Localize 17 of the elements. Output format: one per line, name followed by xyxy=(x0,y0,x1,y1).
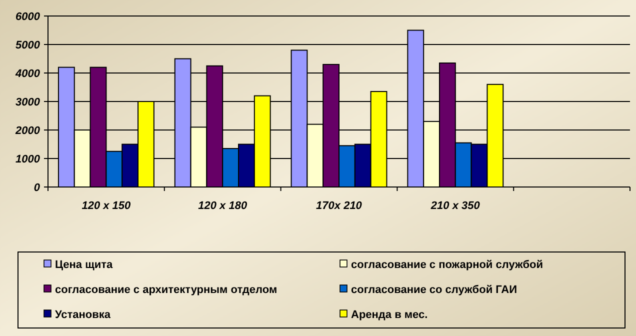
y-tick-label: 6000 xyxy=(16,10,41,23)
x-tick-label: 170x 210 xyxy=(316,200,363,212)
x-tick-label: 210 x 350 xyxy=(430,200,481,212)
y-tick-label: 1000 xyxy=(16,153,41,166)
y-tick-label: 5000 xyxy=(16,39,41,52)
x-tick-label: 120 x 180 xyxy=(198,200,248,212)
x-tick-label: 120 x 150 xyxy=(82,200,132,212)
y-tick-label: 0 xyxy=(34,182,41,194)
legend-label: согласование с архитектурным отделом xyxy=(55,284,278,296)
y-tick-label: 3000 xyxy=(16,96,41,108)
legend-label: согласование с пожарной службой xyxy=(351,258,544,271)
legend-label: Цена щита xyxy=(55,258,114,271)
legend-label: Аренда в мес. xyxy=(351,308,428,321)
y-tick-label: 4000 xyxy=(14,68,41,80)
legend-label: согласование со службой ГАИ xyxy=(351,284,518,296)
y-tick-label: 2000 xyxy=(14,124,41,137)
legend-label: Установка xyxy=(55,308,112,321)
